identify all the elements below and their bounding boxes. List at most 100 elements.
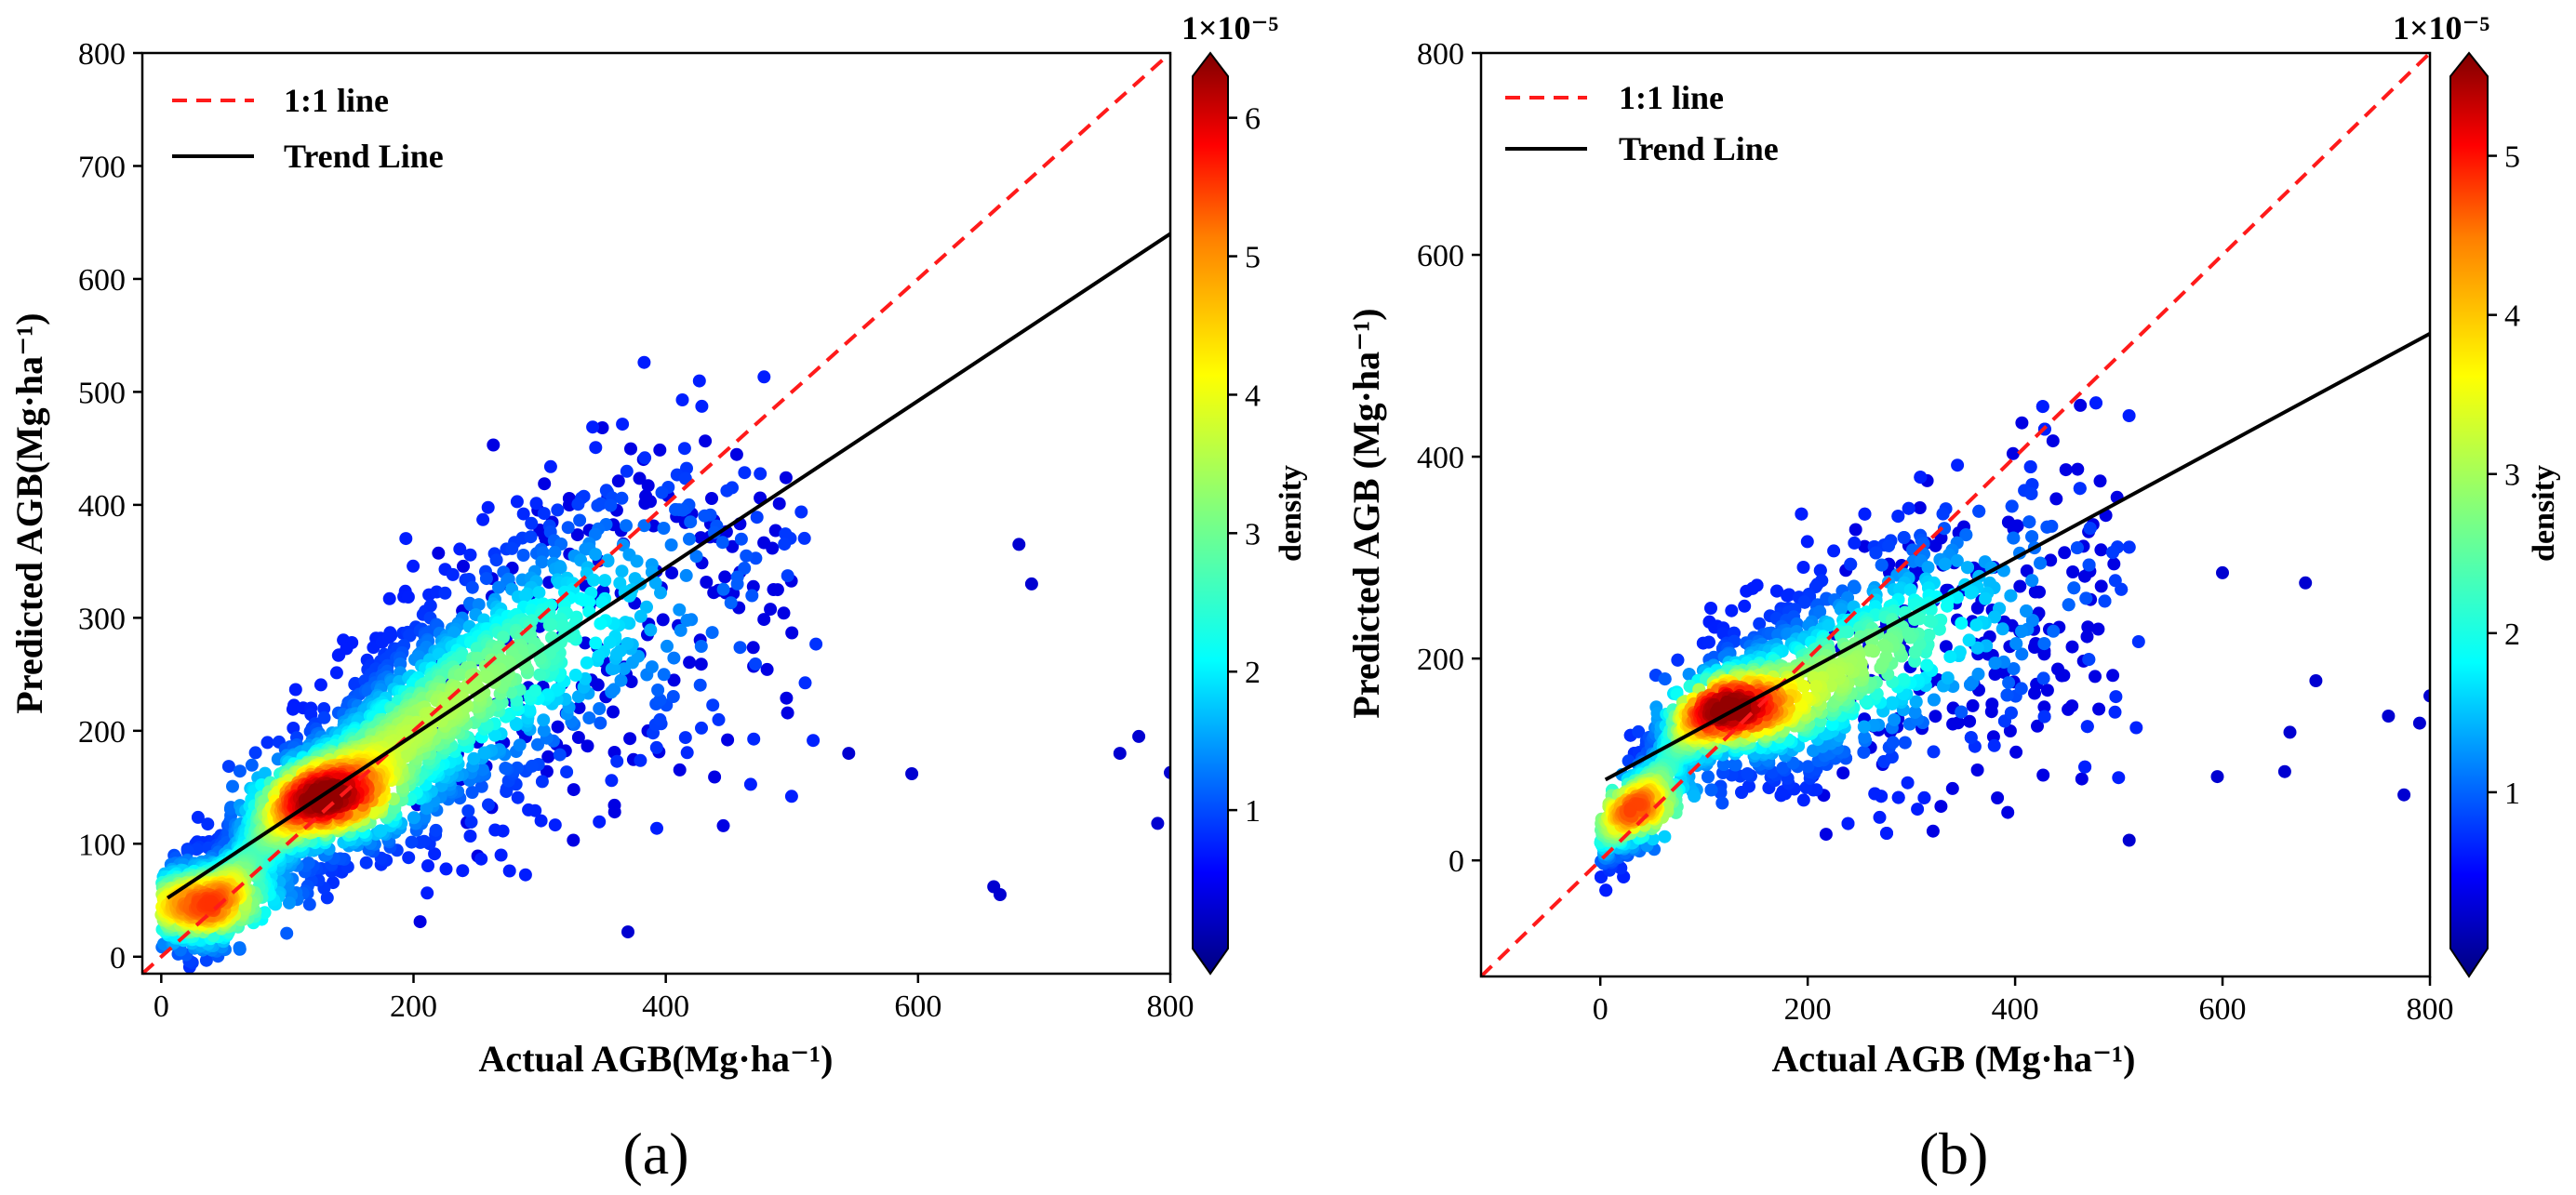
scatter-point — [749, 657, 762, 671]
scatter-point — [770, 583, 784, 597]
scatter-point — [2014, 682, 2028, 696]
scatter-point — [1943, 650, 1957, 664]
scatter-point — [1961, 561, 1974, 575]
scatter-point — [1917, 790, 1931, 804]
scatter-point — [1950, 553, 1964, 567]
scatter-point — [2094, 579, 2108, 593]
scatter-point — [684, 515, 698, 529]
scatter-point — [199, 953, 213, 967]
scatter-point — [716, 818, 730, 832]
scatter-point — [474, 852, 488, 866]
scatter-point — [538, 477, 552, 491]
scatter-point — [733, 641, 747, 655]
y-tick-label: 500 — [78, 376, 126, 410]
scatter-point — [522, 803, 536, 817]
scatter-point — [595, 421, 609, 434]
scatter-point — [644, 495, 657, 509]
scatter-point — [511, 790, 525, 804]
scatter-point — [568, 669, 582, 682]
scatter-point — [541, 750, 555, 763]
scatter-point — [1982, 576, 1996, 590]
scatter-point — [1725, 604, 1739, 617]
scatter-point — [779, 471, 793, 485]
scatter-point — [743, 777, 757, 791]
scatter-point — [1902, 501, 1915, 515]
scatter-point — [2007, 662, 2021, 676]
scatter-point — [2080, 720, 2094, 734]
scatter-point — [535, 555, 549, 569]
scatter-point — [413, 915, 427, 929]
scatter-point — [638, 451, 652, 465]
scatter-point — [655, 485, 669, 499]
scatter-point — [401, 591, 415, 604]
scatter-point — [1880, 827, 1893, 840]
scatter-point — [581, 739, 594, 753]
scatter-point — [641, 479, 655, 493]
scatter-point — [1913, 501, 1927, 514]
scatter-point — [518, 589, 532, 603]
scatter-point — [1113, 747, 1127, 761]
scatter-point — [577, 593, 591, 607]
scatter-point — [2210, 770, 2224, 784]
scatter-point — [532, 586, 546, 600]
scatter-point — [2001, 805, 2015, 819]
scatter-point — [465, 786, 479, 799]
scatter-point — [2109, 690, 2123, 704]
scatter-point — [2107, 557, 2121, 571]
scatter-point — [1841, 817, 1855, 830]
scatter-point — [987, 880, 1001, 894]
scatter-point — [1796, 793, 1810, 807]
scatter-point — [509, 717, 523, 730]
scatter-point — [2037, 700, 2051, 714]
scatter-point — [595, 595, 609, 609]
scatter-points-b — [1594, 396, 2430, 897]
scatter-point — [1797, 595, 1811, 609]
scatter-point — [666, 690, 680, 703]
scatter-point — [1809, 680, 1822, 693]
scatter-point — [705, 626, 719, 640]
scatter-point — [1735, 786, 1749, 799]
scatter-point — [726, 539, 740, 553]
scatter-point — [640, 600, 653, 614]
scatter-point — [2033, 585, 2046, 599]
scatter-point — [525, 759, 539, 773]
scatter-point — [481, 500, 495, 514]
scatter-point — [2083, 522, 2097, 536]
scatter-point — [2025, 574, 2039, 588]
scatter-point — [1844, 557, 1858, 571]
scatter-point — [1901, 626, 1915, 640]
scatter-point — [428, 847, 442, 861]
scatter-point — [706, 698, 720, 712]
scatter-point — [809, 637, 823, 651]
scatter-point — [1671, 653, 1685, 667]
scatter-point — [605, 662, 619, 676]
scatter-point — [675, 393, 689, 406]
scatter-point — [1848, 581, 1862, 594]
scatter-point — [2092, 702, 2106, 716]
scatter-point — [1132, 729, 1146, 743]
scatter-point — [738, 466, 752, 480]
scatter-point — [1834, 603, 1848, 617]
scatter-point — [2040, 684, 2054, 697]
scatter-point — [603, 635, 617, 649]
scatter-point — [2004, 706, 2018, 720]
scatter-point — [2065, 640, 2079, 654]
scatter-point — [2122, 540, 2136, 554]
scatter-point — [624, 442, 637, 456]
scatter-point — [438, 586, 452, 600]
scatter-point — [1903, 583, 1917, 597]
scatter-point — [2044, 553, 2058, 567]
colorbar-multiplier-a: 1×10⁻⁵ — [1181, 9, 1279, 46]
scatter-point — [1867, 719, 1880, 733]
scatter-point — [382, 591, 396, 605]
scatter-point — [1702, 770, 1715, 784]
scatter-point — [648, 576, 662, 590]
scatter-point — [499, 762, 513, 775]
scatter-point — [2079, 591, 2093, 605]
scatter-point — [693, 678, 707, 692]
scatter-point — [2013, 579, 2027, 593]
scatter-point — [1911, 803, 1925, 817]
scatter-point — [760, 662, 774, 676]
scatter-point — [591, 498, 605, 512]
